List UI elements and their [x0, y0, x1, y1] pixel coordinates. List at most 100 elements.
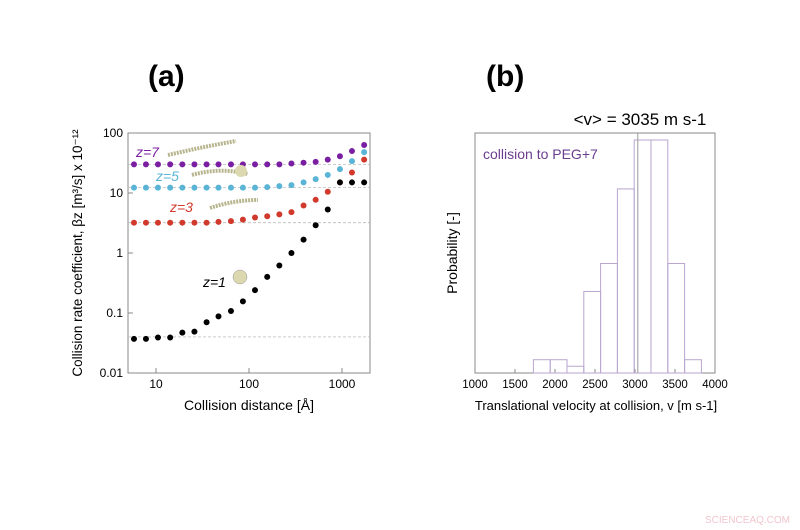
- data-point-z1: [336, 179, 343, 186]
- y-tick-label: 0.01: [100, 366, 124, 380]
- x-tick-label: 1000: [329, 377, 356, 391]
- data-point-z7: [312, 158, 319, 165]
- data-point-z7: [288, 160, 295, 167]
- data-point-z1: [251, 287, 258, 294]
- data-point-z3: [324, 188, 331, 195]
- data-point-z5: [251, 184, 258, 191]
- data-point-z7: [142, 161, 149, 168]
- data-point-z5: [203, 184, 210, 191]
- data-point-z3: [312, 196, 319, 203]
- y-tick-label: 100: [103, 126, 123, 140]
- panel-b-xlabel: Translational velocity at collision, v […: [475, 398, 717, 413]
- data-point-z1: [288, 250, 295, 256]
- panel-b-frame: [474, 132, 716, 374]
- data-point-z7: [203, 161, 210, 168]
- data-point-z3: [251, 214, 258, 221]
- data-point-z3: [227, 218, 234, 225]
- histogram-bar: [667, 262, 686, 374]
- series-label: z=7: [135, 144, 160, 160]
- histogram-bar: [633, 139, 652, 374]
- data-point-z1: [361, 179, 368, 186]
- panel-b-label: (b): [486, 60, 524, 93]
- data-point-z1: [264, 273, 271, 280]
- histogram-bar: [532, 359, 551, 374]
- histogram-bar: [684, 359, 702, 374]
- data-point-z3: [348, 169, 355, 176]
- molecule-chain-icon: [209, 198, 259, 210]
- x-tick-label: 10: [149, 377, 163, 391]
- data-point-z1: [142, 335, 149, 342]
- data-point-z7: [215, 161, 222, 168]
- y-tick-label: 10: [110, 186, 124, 200]
- data-point-z5: [130, 184, 137, 191]
- panel-b-ylabel: Probability [-]: [444, 212, 460, 294]
- series-label: z=3: [169, 199, 193, 215]
- data-point-z1: [179, 329, 186, 336]
- data-point-z3: [154, 219, 161, 226]
- data-point-z5: [264, 184, 271, 191]
- data-point-z1: [312, 222, 319, 229]
- data-point-z7: [167, 161, 174, 168]
- data-point-z3: [215, 218, 222, 225]
- y-tick-label: 0.1: [106, 306, 123, 320]
- data-point-z7: [264, 161, 271, 168]
- data-point-z7: [154, 161, 161, 168]
- panel-b-plot: 1000 1500 2000 2500 3000 3500 4000: [462, 132, 728, 391]
- data-point-z1: [300, 236, 307, 243]
- data-point-z3: [167, 219, 174, 226]
- panel-a-plot: 10 100 1000 0.01 0.1 1 10 100 z=7 z=5 z=3 z=1: [100, 126, 371, 391]
- data-point-z3: [142, 219, 149, 226]
- data-point-z1: [239, 298, 246, 305]
- data-point-z5: [239, 184, 246, 191]
- data-point-z7: [324, 156, 331, 163]
- histogram-bar: [549, 359, 568, 374]
- series-label: z=5: [155, 168, 179, 184]
- data-point-z1: [215, 313, 222, 320]
- data-point-z1: [324, 206, 331, 213]
- x-tick-label: 4000: [702, 379, 728, 391]
- data-point-z3: [191, 219, 198, 226]
- data-point-z1: [167, 334, 174, 341]
- data-point-z3: [179, 219, 186, 226]
- data-point-z7: [336, 153, 343, 160]
- data-point-z3: [264, 213, 271, 220]
- data-point-z7: [348, 148, 355, 155]
- data-point-z7: [179, 161, 186, 168]
- molecule-chain-icon: [167, 139, 237, 157]
- x-tick-label: 2500: [582, 379, 608, 391]
- data-point-z5: [167, 184, 174, 191]
- x-tick-label: 2000: [542, 379, 568, 391]
- data-point-z7: [191, 161, 198, 168]
- x-tick-label: 1500: [502, 379, 528, 391]
- data-point-z3: [300, 202, 307, 209]
- data-point-z1: [191, 328, 198, 335]
- data-point-z5: [348, 158, 355, 165]
- data-point-z5: [361, 149, 368, 156]
- data-point-z5: [191, 184, 198, 191]
- panel-b-annotation: collision to PEG+7: [483, 146, 598, 162]
- panel-b-title: <v> = 3035 m s-1: [574, 110, 707, 129]
- histogram-bar: [600, 262, 618, 374]
- data-point-z1: [227, 307, 234, 314]
- histogram-bar: [583, 290, 602, 374]
- data-point-z1: [154, 334, 161, 341]
- x-tick-label: 1000: [462, 379, 488, 391]
- panel-a-ylabel: Collision rate coefficient, βz [m³/s] x …: [70, 129, 85, 377]
- y-tick-label: 1: [116, 246, 123, 260]
- data-point-z5: [276, 183, 283, 190]
- data-point-z5: [215, 184, 222, 191]
- data-point-z5: [154, 184, 161, 191]
- data-point-z1: [203, 319, 210, 326]
- data-point-z7: [130, 161, 137, 168]
- molecule-blob-icon: [235, 165, 247, 177]
- data-point-z7: [251, 161, 258, 168]
- panel-a-label: (a): [148, 60, 185, 93]
- data-point-z7: [276, 161, 283, 168]
- watermark: SCIENCEAQ.COM: [705, 515, 790, 526]
- x-tick-label: 3000: [622, 379, 648, 391]
- histogram-bar: [616, 188, 635, 374]
- data-point-z3: [203, 219, 210, 226]
- series-label: z=1: [202, 274, 226, 290]
- data-point-z1: [130, 335, 137, 342]
